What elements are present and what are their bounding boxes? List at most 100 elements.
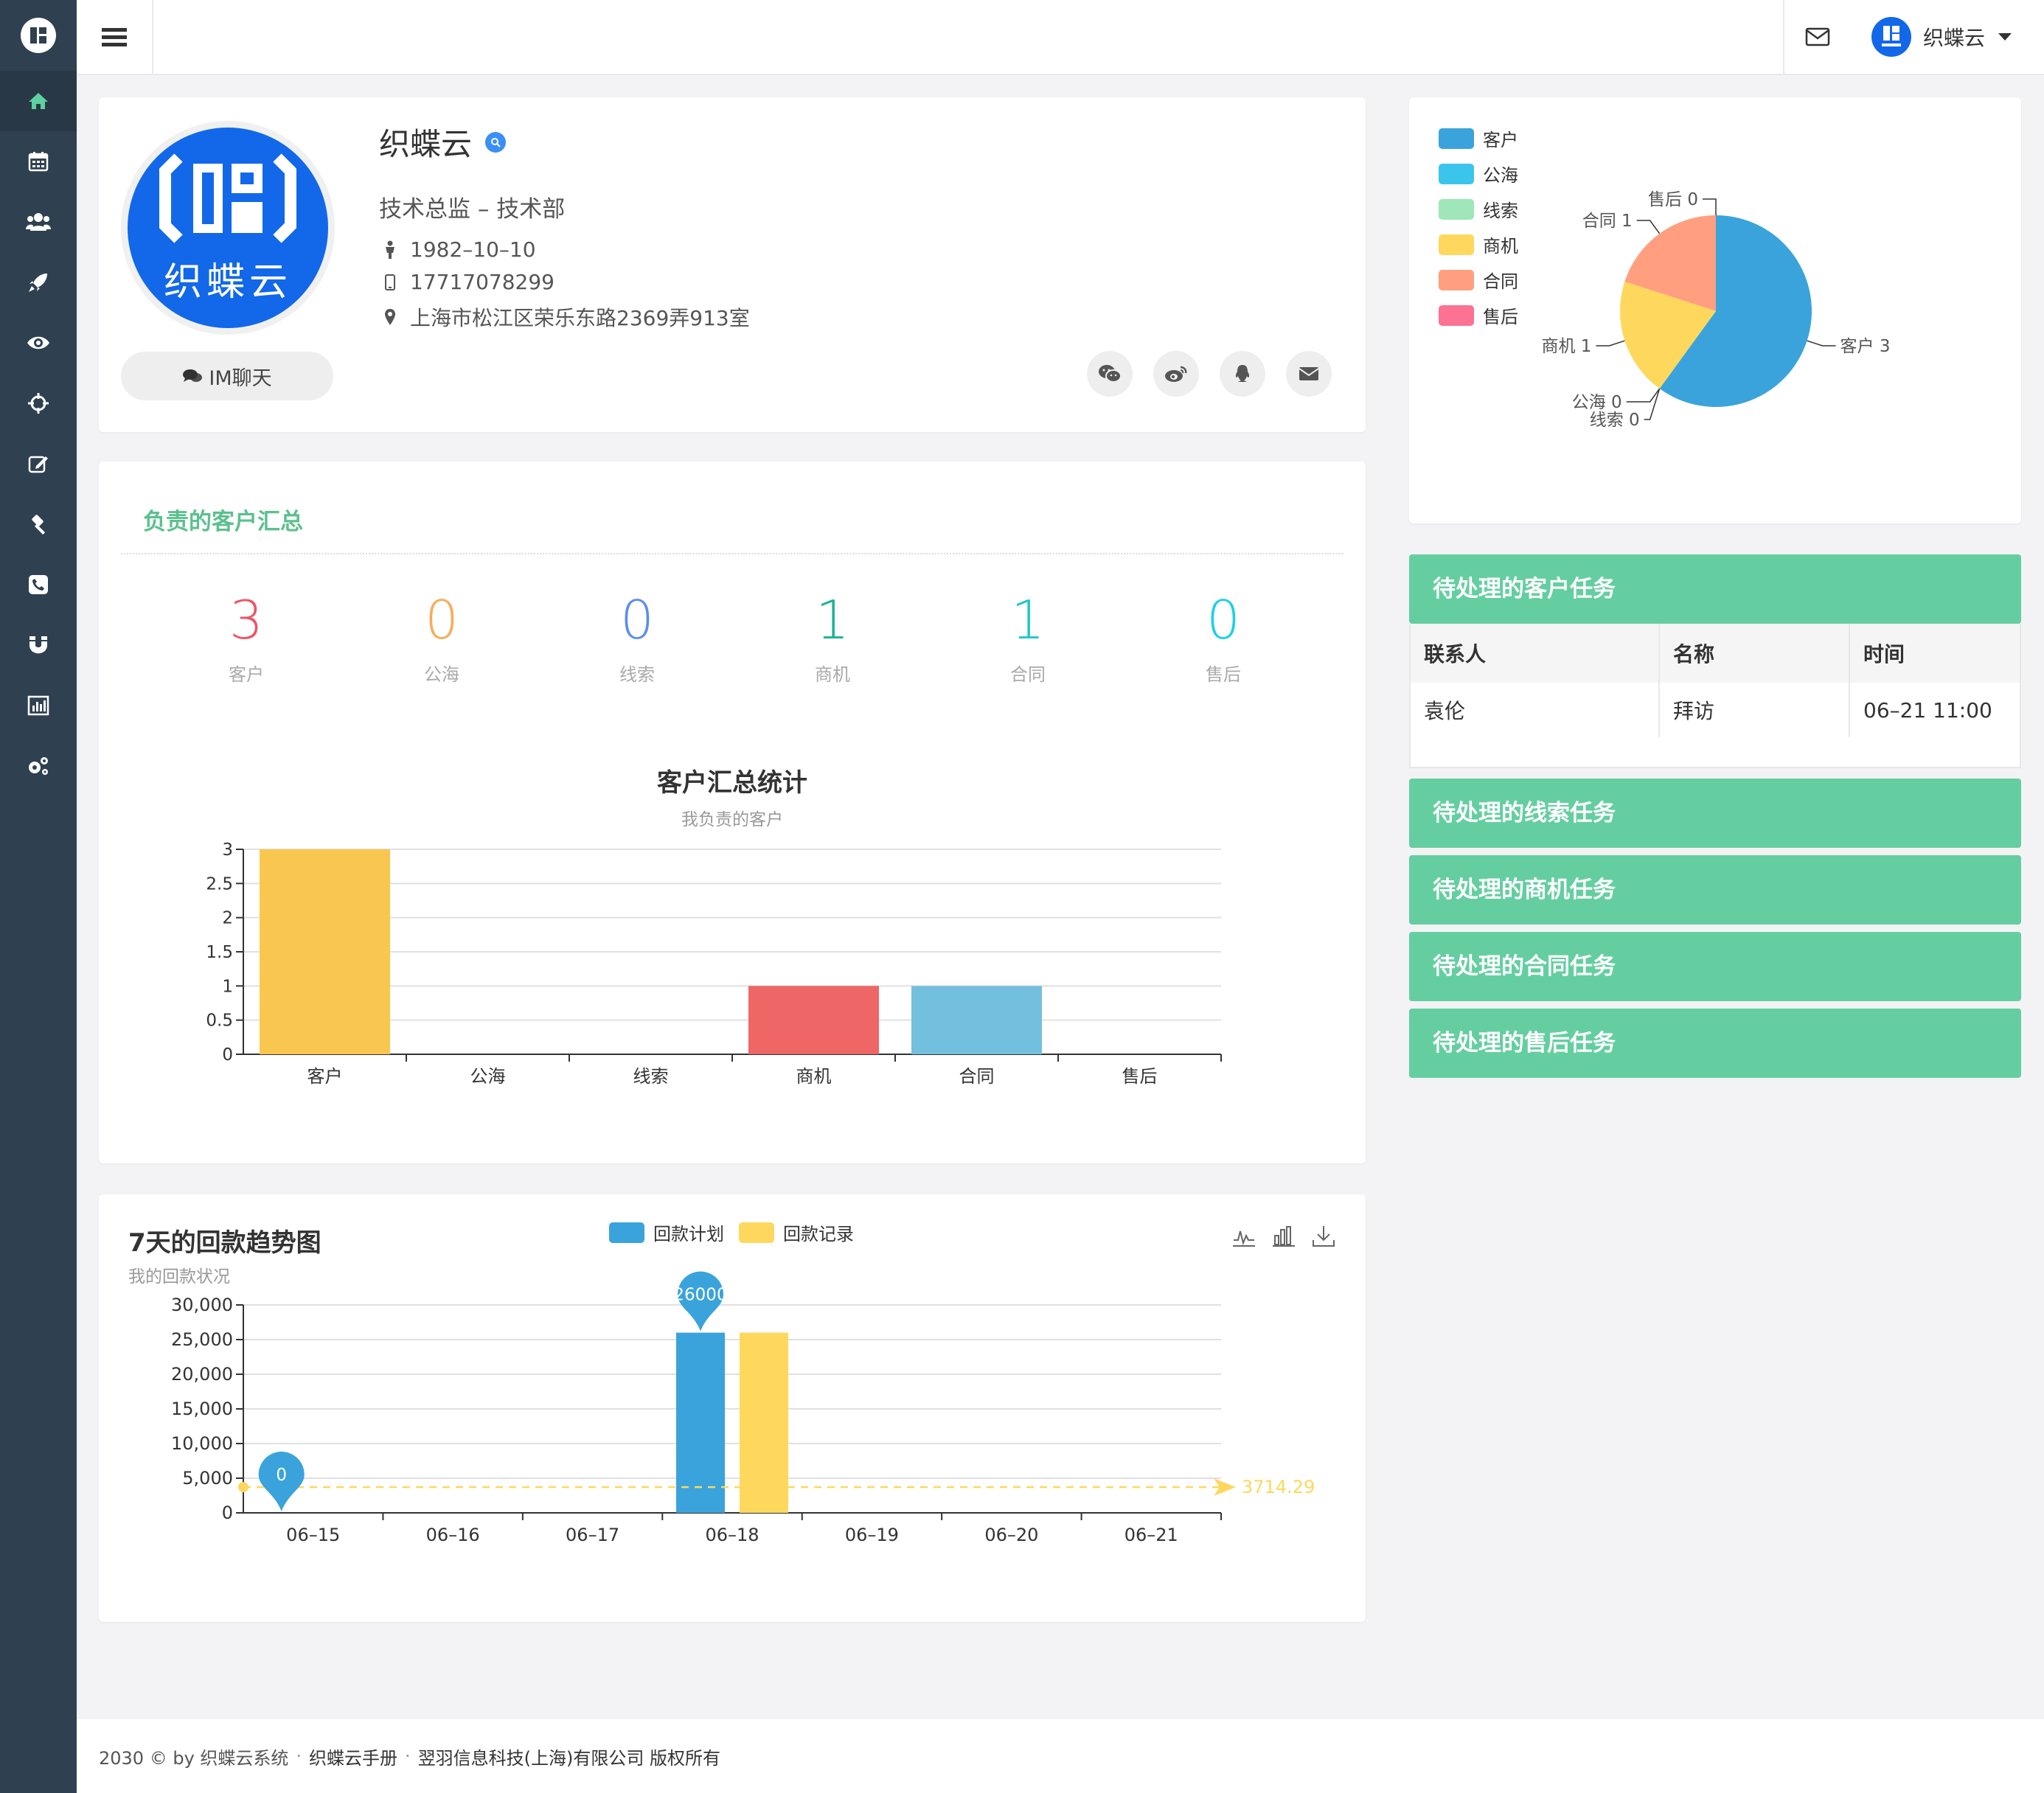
sidebar-item-edit[interactable] bbox=[0, 434, 77, 494]
legend-label: 公海 bbox=[1483, 165, 1518, 186]
user-menu[interactable]: 织蝶云 bbox=[1851, 0, 2044, 74]
stat-label: 商机 bbox=[815, 664, 850, 685]
bar[interactable] bbox=[260, 849, 390, 1054]
legend-payment-record[interactable]: 回款记录 bbox=[739, 1219, 854, 1245]
sidebar-item-phone[interactable] bbox=[0, 554, 77, 615]
im-chat-label: IM聊天 bbox=[209, 366, 272, 390]
pie-legend-item[interactable]: 合同 bbox=[1439, 267, 1518, 293]
pie-label: 公海 0 bbox=[1572, 393, 1622, 412]
download-icon[interactable] bbox=[1311, 1224, 1336, 1249]
stat-2: 0 线索 bbox=[563, 591, 711, 686]
y-tick-label: 10,000 bbox=[171, 1433, 233, 1454]
weibo-button[interactable] bbox=[1153, 351, 1199, 397]
logo-icon[interactable] bbox=[0, 0, 77, 71]
y-tick-label: 25,000 bbox=[171, 1329, 233, 1350]
bar[interactable] bbox=[748, 986, 879, 1054]
sidebar-item-settings[interactable] bbox=[0, 736, 77, 796]
menu-toggle-button[interactable] bbox=[77, 0, 153, 74]
summary-divider bbox=[121, 553, 1343, 554]
pie-slice[interactable] bbox=[1624, 215, 1716, 311]
pie-leader-line bbox=[1626, 388, 1661, 403]
sidebar-item-magnet[interactable] bbox=[0, 615, 77, 675]
sidebar-item-rocket[interactable] bbox=[0, 252, 77, 313]
envelope-icon bbox=[1805, 27, 1830, 46]
footer-manual-link[interactable]: 织蝶云手册 bbox=[309, 1747, 398, 1769]
sidebar-item-report[interactable] bbox=[0, 675, 77, 736]
email-button[interactable] bbox=[1286, 351, 1332, 397]
footer-separator: · bbox=[296, 1746, 302, 1766]
wechat-button[interactable] bbox=[1087, 351, 1133, 397]
x-tick-label: 客户 bbox=[307, 1066, 343, 1087]
stat-value: 0 bbox=[620, 589, 654, 651]
x-tick-label: 06–17 bbox=[566, 1525, 619, 1545]
profile-title: 技术总监 – 技术部 bbox=[379, 196, 566, 223]
customer-summary-panel: 负责的客户汇总 3 客户 0 公海 0 线索 1 商机 1 合同 0 售后 客户汇总统计 我负责的客户… bbox=[99, 462, 1366, 1163]
stat-0: 3 客户 bbox=[173, 591, 320, 686]
marker-pin[interactable] bbox=[258, 1452, 305, 1511]
sidebar-item-eye[interactable] bbox=[0, 313, 77, 373]
contract-tasks-header[interactable]: 待处理的合同任务 bbox=[1409, 932, 2021, 1001]
hamburger-icon bbox=[102, 28, 127, 46]
x-tick-label: 06–20 bbox=[984, 1525, 1038, 1545]
footer: 2030 © by 织蝶云系统 · 织蝶云手册 · 翌羽信息科技(上海)有限公司… bbox=[77, 1719, 2044, 1793]
sidebar-item-gavel[interactable] bbox=[0, 494, 77, 554]
table-row[interactable]: 袁伦 拜访 06–21 11:00 bbox=[1411, 683, 2020, 737]
sidebar-item-calendar[interactable] bbox=[0, 131, 77, 192]
sidebar-item-users[interactable] bbox=[0, 192, 77, 252]
legend-payment-plan[interactable]: 回款计划 bbox=[609, 1219, 724, 1245]
customer-tasks-header[interactable]: 待处理的客户任务 bbox=[1409, 554, 2021, 624]
pie-legend-item[interactable]: 客户 bbox=[1439, 125, 1518, 151]
stat-value: 0 bbox=[425, 589, 459, 651]
pie-legend-item[interactable]: 售后 bbox=[1439, 302, 1518, 328]
pie-slice[interactable] bbox=[1659, 215, 1812, 407]
avatar-text: 织蝶云 bbox=[163, 260, 292, 304]
messages-button[interactable] bbox=[1782, 0, 1851, 74]
legend-swatch bbox=[1439, 304, 1474, 326]
y-tick-label: 15,000 bbox=[171, 1399, 233, 1419]
chart-toolbox bbox=[1231, 1224, 1336, 1249]
pie-label: 商机 1 bbox=[1541, 337, 1591, 356]
bar[interactable] bbox=[911, 986, 1042, 1054]
edit-icon bbox=[28, 456, 48, 473]
cogs-icon bbox=[29, 757, 48, 775]
x-tick-label: 06–19 bbox=[845, 1525, 899, 1545]
footer-company: 翌羽信息科技(上海)有限公司 版权所有 bbox=[417, 1747, 721, 1769]
pie-legend-item[interactable]: 商机 bbox=[1439, 231, 1518, 257]
qq-button[interactable] bbox=[1220, 351, 1265, 397]
marker-pin[interactable] bbox=[678, 1271, 723, 1331]
footer-copyright: 2030 © by 织蝶云系统 bbox=[99, 1747, 289, 1769]
pie-legend-item[interactable]: 公海 bbox=[1439, 161, 1518, 187]
im-chat-button[interactable]: IM聊天 bbox=[121, 352, 333, 400]
pie-label: 线索 0 bbox=[1590, 411, 1640, 430]
x-tick-label: 售后 bbox=[1122, 1066, 1158, 1087]
legend-swatch bbox=[739, 1222, 774, 1243]
x-tick-label: 商机 bbox=[796, 1066, 832, 1087]
bar-chart-icon[interactable] bbox=[1271, 1224, 1296, 1249]
legend-swatch bbox=[1439, 198, 1474, 220]
x-tick-label: 线索 bbox=[633, 1066, 669, 1087]
lead-tasks-header[interactable]: 待处理的线索任务 bbox=[1409, 779, 2021, 848]
bar-0[interactable] bbox=[676, 1332, 725, 1513]
bar-1[interactable] bbox=[740, 1332, 788, 1513]
y-tick-label: 0.5 bbox=[206, 1012, 233, 1031]
crosshair-icon bbox=[28, 393, 49, 414]
customer-bar-chart: 0 0.5 1 1.5 2 2.5 3 客户 公海 线索 商机 合同 售后 bbox=[206, 840, 1222, 1087]
legend-swatch bbox=[1439, 163, 1474, 184]
summary-title: 负责的客户汇总 bbox=[143, 509, 303, 535]
profile-birthday-row: 1982–10–10 bbox=[379, 237, 536, 262]
opportunity-tasks-header[interactable]: 待处理的商机任务 bbox=[1409, 855, 2021, 925]
profile-avatar: 织蝶云 bbox=[121, 121, 335, 335]
y-tick-label: 0 bbox=[222, 1045, 233, 1065]
sidebar bbox=[0, 0, 77, 1793]
users-icon bbox=[26, 213, 51, 231]
sidebar-item-home[interactable] bbox=[0, 71, 77, 131]
task-contact: 袁伦 bbox=[1411, 683, 1660, 737]
pie-slice[interactable] bbox=[1620, 281, 1716, 389]
profile-phone-row: 17717078299 bbox=[379, 270, 555, 294]
pie-legend-item[interactable]: 线索 bbox=[1439, 196, 1518, 222]
y-tick-label: 0 bbox=[222, 1503, 233, 1523]
sidebar-item-crosshair[interactable] bbox=[0, 373, 77, 434]
aftersale-tasks-header[interactable]: 待处理的售后任务 bbox=[1409, 1009, 2021, 1078]
line-chart-icon[interactable] bbox=[1231, 1224, 1256, 1249]
pie-leader-line bbox=[1596, 340, 1625, 347]
